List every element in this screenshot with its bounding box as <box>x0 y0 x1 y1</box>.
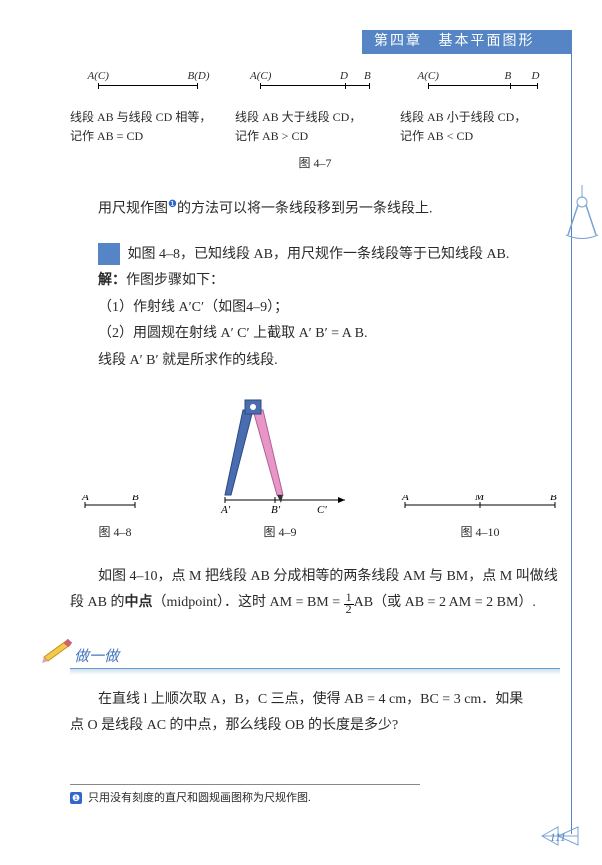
fig410-caption: 图 4–10 <box>400 523 560 540</box>
fraction: 12 <box>344 591 354 615</box>
example-text: 如图 4–8，已知线段 AB，用尺规作一条线段等于已知线段 AB. <box>128 247 510 262</box>
segment-2: A(C) D B <box>238 85 393 92</box>
fig47-col3: 线段 AB 小于线段 CD， 记作 AB < CD <box>400 108 560 146</box>
col2-line1: 线段 AB 大于线段 CD， <box>235 108 395 127</box>
step3: 线段 A′ B′ 就是所求作的线段. <box>70 348 560 375</box>
seg2-l2: D <box>340 70 348 82</box>
compass-decoration-icon <box>562 180 602 250</box>
footnote-mark: ❶ <box>70 792 82 804</box>
para1-post: 的方法可以将一条线段移到另一条线段上. <box>177 202 433 217</box>
svg-text:A′: A′ <box>220 504 231 515</box>
fig47-segments: A(C) B(D) A(C) D B A(C) B D <box>70 85 560 92</box>
seg1-right-label: B(D) <box>188 70 210 82</box>
step2: （2）用圆规在射线 A′ C′ 上截取 A′ B′ = A B. <box>70 321 560 348</box>
svg-text:C′: C′ <box>317 504 327 515</box>
page-content: A(C) B(D) A(C) D B A(C) B D 线段 AB 与线段 CD… <box>70 85 560 740</box>
solve-text: 作图步骤如下： <box>126 273 224 288</box>
svg-text:B: B <box>550 495 557 503</box>
seg3-l2: B <box>505 70 512 82</box>
fig49-caption: 图 4–9 <box>205 523 355 540</box>
fig47-col1: 线段 AB 与线段 CD 相等， 记作 AB = CD <box>70 108 230 146</box>
chapter-title: 基本平面图形 <box>439 34 535 49</box>
doit-body1: 在直线 l 上顺次取 A，B，C 三点，使得 AB = 4 cm，BC = 3 … <box>70 687 560 714</box>
mp-line1: 如图 4–10，点 M 把线段 AB 分成相等的两条线段 AM 与 BM，点 M… <box>98 569 558 584</box>
solve-line: 解：作图步骤如下： <box>70 268 560 295</box>
fig410-svg: A M B <box>400 495 560 515</box>
fig47-col2: 线段 AB 大于线段 CD， 记作 AB > CD <box>235 108 395 146</box>
compass-icon: A′ B′ C′ <box>205 395 355 515</box>
fig48-A: A <box>81 495 89 503</box>
fig47-caption: 图 4–7 <box>70 154 560 171</box>
fig48-B: B <box>132 495 139 503</box>
segment-3: A(C) B D <box>405 85 560 92</box>
doit-section: 做一做 在直线 l 上顺次取 A，B，C 三点，使得 AB = 4 cm，BC … <box>70 645 560 740</box>
footnote-text: 只用没有刻度的直尺和圆规画图称为尺规作图. <box>88 792 311 804</box>
svg-text:M: M <box>474 495 485 503</box>
mp-paren: （midpoint）．这时 AM = BM = <box>152 595 343 610</box>
para1-pre: 用尺规作图 <box>98 202 168 217</box>
fig47-descriptions: 线段 AB 与线段 CD 相等， 记作 AB = CD 线段 AB 大于线段 C… <box>70 108 560 146</box>
step1: （1）作射线 A′C′（如图4–9）； <box>70 295 560 322</box>
fig48-caption: 图 4–8 <box>70 523 160 540</box>
footnote-mark-icon: ❶ <box>168 199 177 210</box>
seg2-l3: B <box>364 70 371 82</box>
doit-shade <box>70 669 560 675</box>
col3-line2: 记作 AB < CD <box>400 127 560 146</box>
solve-label: 解： <box>98 273 126 288</box>
doit-title: 做一做 <box>70 649 119 665</box>
col3-line1: 线段 AB 小于线段 CD， <box>400 108 560 127</box>
pencil-icon <box>40 637 76 665</box>
col1-line1: 线段 AB 与线段 CD 相等， <box>70 108 230 127</box>
example-badge: 例 <box>98 243 120 265</box>
para-ruler-intro: 用尺规作图❶的方法可以将一条线段移到另一条线段上. <box>70 195 560 223</box>
doit-body2: 点 O 是线段 AC 的中点，那么线段 OB 的长度是多少? <box>70 713 560 740</box>
fig48: A B 图 4–8 <box>70 495 160 540</box>
frac-den: 2 <box>344 602 354 616</box>
col1-line2: 记作 AB = CD <box>70 127 230 146</box>
chapter-header: 第四章 基本平面图形 <box>362 30 572 54</box>
mp-l2-pre: 段 AB 的 <box>70 595 124 610</box>
col2-line2: 记作 AB > CD <box>235 127 395 146</box>
seg3-l3: D <box>532 70 540 82</box>
chapter-num: 第四章 <box>374 34 422 49</box>
seg2-l1: A(C) <box>250 70 271 82</box>
seg3-l1: A(C) <box>418 70 439 82</box>
fig410: A M B 图 4–10 <box>400 495 560 540</box>
segment-1: A(C) B(D) <box>70 85 225 92</box>
mp-bold: 中点 <box>124 595 152 610</box>
right-margin-line <box>571 54 572 834</box>
mp-after: AB（或 AB = 2 AM = 2 BM）. <box>354 595 536 610</box>
fig48-svg: A B <box>80 495 150 515</box>
example-line: 例 如图 4–8，已知线段 AB，用尺规作一条线段等于已知线段 AB. <box>70 242 560 269</box>
page-number: 111 <box>550 830 566 845</box>
footnote: ❶ 只用没有刻度的直尺和圆规画图称为尺规作图. <box>70 784 420 805</box>
midpoint-para: 如图 4–10，点 M 把线段 AB 分成相等的两条线段 AM 与 BM，点 M… <box>70 564 560 591</box>
fig49: A′ B′ C′ 图 4–9 <box>205 395 355 540</box>
seg1-left-label: A(C) <box>88 70 109 82</box>
svg-text:A: A <box>401 495 409 503</box>
figures-row: A B 图 4–8 A′ B′ C′ 图 4–9 <box>70 395 560 540</box>
svg-text:B′: B′ <box>271 504 281 515</box>
midpoint-line2: 段 AB 的中点（midpoint）．这时 AM = BM = 12AB（或 A… <box>70 590 560 617</box>
